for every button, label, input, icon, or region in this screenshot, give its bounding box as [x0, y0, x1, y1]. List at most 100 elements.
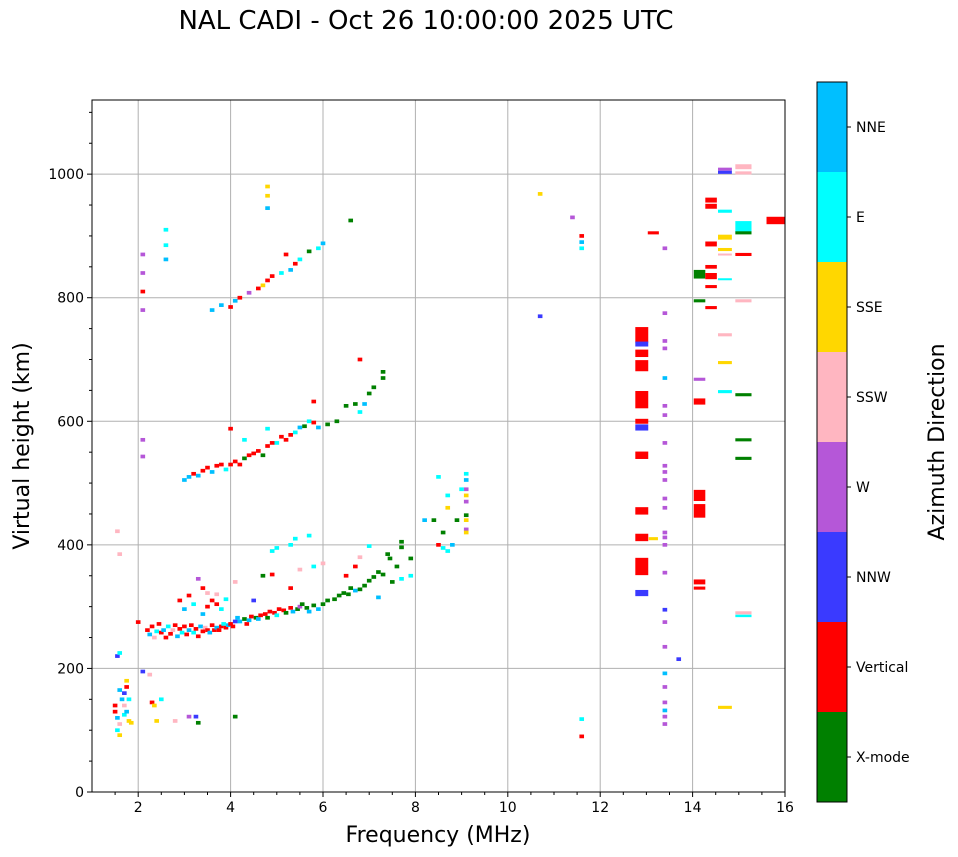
x-tick-label: 10 — [499, 800, 517, 816]
data-point-vertical — [579, 734, 585, 739]
data-point-e — [718, 390, 732, 394]
data-point-w — [662, 714, 668, 719]
data-point-e — [163, 243, 169, 248]
data-point-e — [165, 624, 171, 629]
data-point-nne — [450, 543, 455, 547]
data-point-vertical — [209, 598, 215, 603]
data-point-vertical — [647, 231, 659, 235]
data-point-e — [219, 607, 224, 611]
data-point-e — [306, 533, 312, 538]
data-point-e — [459, 487, 464, 492]
colorbar-segment — [817, 442, 847, 532]
data-point-x-mode — [693, 269, 706, 279]
data-point-x-mode — [366, 391, 372, 396]
data-point-vertical — [182, 624, 187, 629]
data-point-e — [179, 630, 185, 635]
data-point-vertical — [195, 634, 201, 639]
data-point-vertical — [693, 489, 706, 501]
data-point-w — [662, 441, 668, 445]
data-point-sse — [718, 247, 732, 252]
data-point-w — [662, 478, 668, 482]
data-point-x-mode — [232, 714, 238, 719]
data-point-vertical — [635, 349, 649, 358]
data-point-e — [316, 246, 321, 251]
data-point-vertical — [276, 607, 282, 611]
data-point-e — [579, 246, 585, 251]
data-point-nnw — [115, 654, 120, 658]
data-point-w — [662, 403, 668, 408]
data-point-vertical — [228, 462, 233, 467]
colorbar-label: Azimuth Direction — [925, 343, 950, 540]
data-point-ssw — [122, 703, 127, 708]
data-point-nne — [316, 607, 321, 611]
data-point-vertical — [149, 700, 155, 705]
data-point-e — [117, 651, 123, 655]
data-point-x-mode — [343, 403, 349, 408]
data-point-e — [292, 430, 298, 435]
data-point-ssw — [735, 299, 752, 303]
data-point-vertical — [219, 462, 224, 467]
data-point-ssw — [172, 719, 178, 723]
data-point-vertical — [251, 451, 257, 456]
data-point-vertical — [200, 468, 206, 473]
data-point-vertical — [766, 216, 785, 225]
data-point-vertical — [249, 614, 254, 619]
data-point-nne — [265, 206, 270, 210]
data-point-nne — [209, 470, 215, 474]
y-axis-label: Virtual height (km) — [10, 342, 35, 549]
data-point-x-mode — [387, 556, 393, 561]
data-point-sse — [718, 705, 732, 709]
data-point-w — [662, 685, 668, 689]
data-point-vertical — [184, 632, 190, 637]
data-point-e — [297, 257, 303, 262]
data-point-x-mode — [346, 592, 351, 597]
data-point-e — [115, 728, 120, 733]
data-point-ssw — [297, 567, 303, 572]
data-point-vertical — [436, 543, 441, 547]
data-point-e — [265, 426, 270, 431]
data-point-vertical — [693, 398, 706, 405]
data-point-vertical — [705, 285, 717, 289]
data-point-vertical — [214, 463, 220, 468]
data-point-x-mode — [332, 597, 337, 602]
data-point-x-mode — [380, 376, 386, 380]
data-point-vertical — [265, 444, 270, 448]
data-point-e — [158, 697, 164, 702]
data-point-nnw — [676, 657, 682, 662]
data-point-x-mode — [357, 587, 363, 592]
data-point-vertical — [219, 624, 224, 629]
data-point-x-mode — [195, 720, 201, 725]
data-point-x-mode — [380, 572, 386, 577]
data-point-x-mode — [311, 603, 317, 608]
data-point-x-mode — [376, 570, 381, 574]
y-tick-label: 1000 — [48, 167, 84, 183]
data-point-e — [463, 471, 469, 476]
data-point-ssw — [320, 561, 326, 566]
data-point-e — [242, 437, 247, 442]
data-point-nne — [316, 425, 321, 430]
data-point-x-mode — [348, 586, 354, 590]
data-point-x-mode — [265, 615, 270, 620]
data-point-nne — [246, 618, 252, 623]
y-tick-label: 400 — [57, 538, 84, 554]
data-point-vertical — [693, 579, 706, 585]
data-point-e — [292, 536, 298, 541]
data-point-vertical — [635, 451, 649, 459]
data-point-ssw — [357, 555, 363, 560]
colorbar-segment — [817, 622, 847, 712]
data-point-nne — [237, 619, 243, 624]
grid — [92, 100, 785, 792]
data-point-w — [463, 527, 469, 532]
data-point-x-mode — [454, 518, 460, 522]
data-point-sse — [265, 193, 270, 198]
data-point-x-mode — [353, 402, 358, 406]
data-point-nnw — [635, 589, 649, 597]
data-point-vertical — [172, 623, 178, 628]
colorbar-tick-label: SSE — [856, 300, 883, 316]
data-point-x-mode — [399, 545, 404, 550]
data-point-vertical — [209, 623, 215, 628]
data-point-nne — [124, 709, 129, 714]
data-point-sse — [260, 283, 266, 288]
data-point-vertical — [156, 622, 162, 626]
colorbar-segment — [817, 532, 847, 622]
